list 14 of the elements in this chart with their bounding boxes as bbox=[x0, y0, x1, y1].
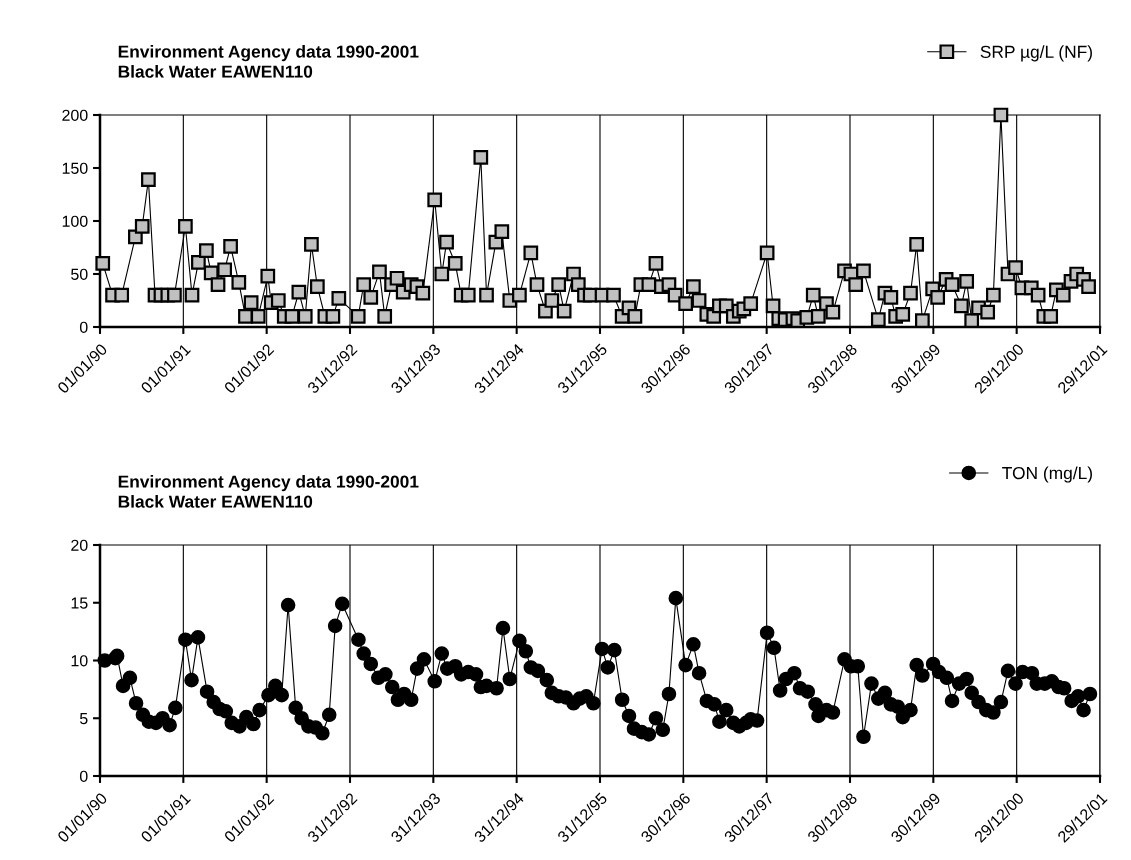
chart-title: Environment Agency data 1990-2001 Black Water EAWEN110 bbox=[118, 45, 419, 78]
chart-title: Environment Agency data 1990-2001 Black Water EAWEN110 bbox=[118, 475, 419, 508]
y-tick-label: 5 bbox=[79, 713, 88, 725]
y-tick-label: 0 bbox=[79, 770, 88, 782]
y-tick-label: 100 bbox=[62, 215, 88, 227]
y-tick-label: 0 bbox=[79, 321, 88, 333]
legend-label: SRP µg/L (NF) bbox=[980, 45, 1092, 62]
y-tick-label: 20 bbox=[71, 539, 88, 551]
y-tick-label: 200 bbox=[62, 109, 88, 121]
legend-label: TON (mg/L) bbox=[1002, 466, 1092, 483]
y-tick-label: 50 bbox=[71, 268, 88, 280]
y-tick-label: 15 bbox=[71, 597, 88, 609]
y-tick-label: 150 bbox=[62, 162, 88, 174]
y-tick-label: 10 bbox=[71, 655, 88, 667]
